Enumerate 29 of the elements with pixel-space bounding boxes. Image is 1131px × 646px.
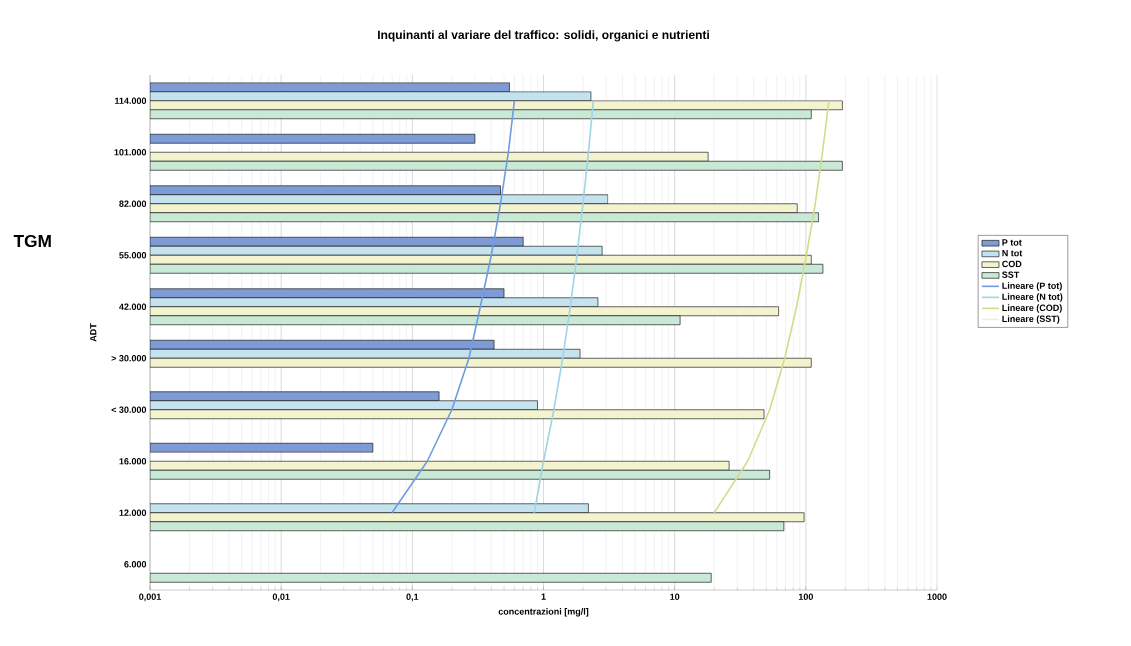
legend-label: N tot: [1002, 250, 1023, 257]
legend-label: SST: [1002, 271, 1020, 278]
y-tick-label: 82.000: [119, 200, 147, 207]
y-tick-label: 12.000: [119, 509, 147, 516]
y-tick-label: 55.000: [119, 252, 147, 259]
y-tick-label: 42.000: [119, 303, 147, 310]
x-tick-label: 100: [798, 593, 813, 600]
y-axis-title: ADT: [90, 323, 97, 342]
legend-label: COD: [1002, 260, 1022, 268]
x-tick-label: 1: [541, 593, 546, 600]
legend-label: Lineare (N tot): [1002, 293, 1063, 302]
legend-label: Lineare (COD): [1002, 304, 1062, 313]
x-tick-label: 0,001: [139, 593, 161, 602]
x-tick-label: 0,1: [406, 593, 419, 602]
x-tick-label: 1000: [927, 593, 947, 600]
y-tick-label: < 30.000: [111, 406, 147, 413]
x-tick-label: 10: [670, 593, 680, 600]
chart-title: Inquinanti al variare del traffico: solidi, organici e nutrienti: [378, 30, 709, 42]
text: TGM: [13, 234, 51, 248]
legend-label: P tot: [1002, 239, 1022, 246]
y-tick-label: 101.000: [114, 149, 147, 156]
x-axis-title: concentrazioni [mg/l]: [498, 608, 589, 617]
legend-label: Lineare (P tot): [1002, 282, 1062, 291]
x-tick-label: 0,01: [272, 593, 290, 602]
legend-label: Lineare (SST): [1002, 315, 1060, 324]
y-tick-label: 6.000: [124, 561, 147, 568]
y-tick-label: 114.000: [115, 97, 147, 104]
y-tick-label: 16.000: [119, 458, 147, 465]
y-tick-label: > 30.000: [111, 355, 147, 362]
